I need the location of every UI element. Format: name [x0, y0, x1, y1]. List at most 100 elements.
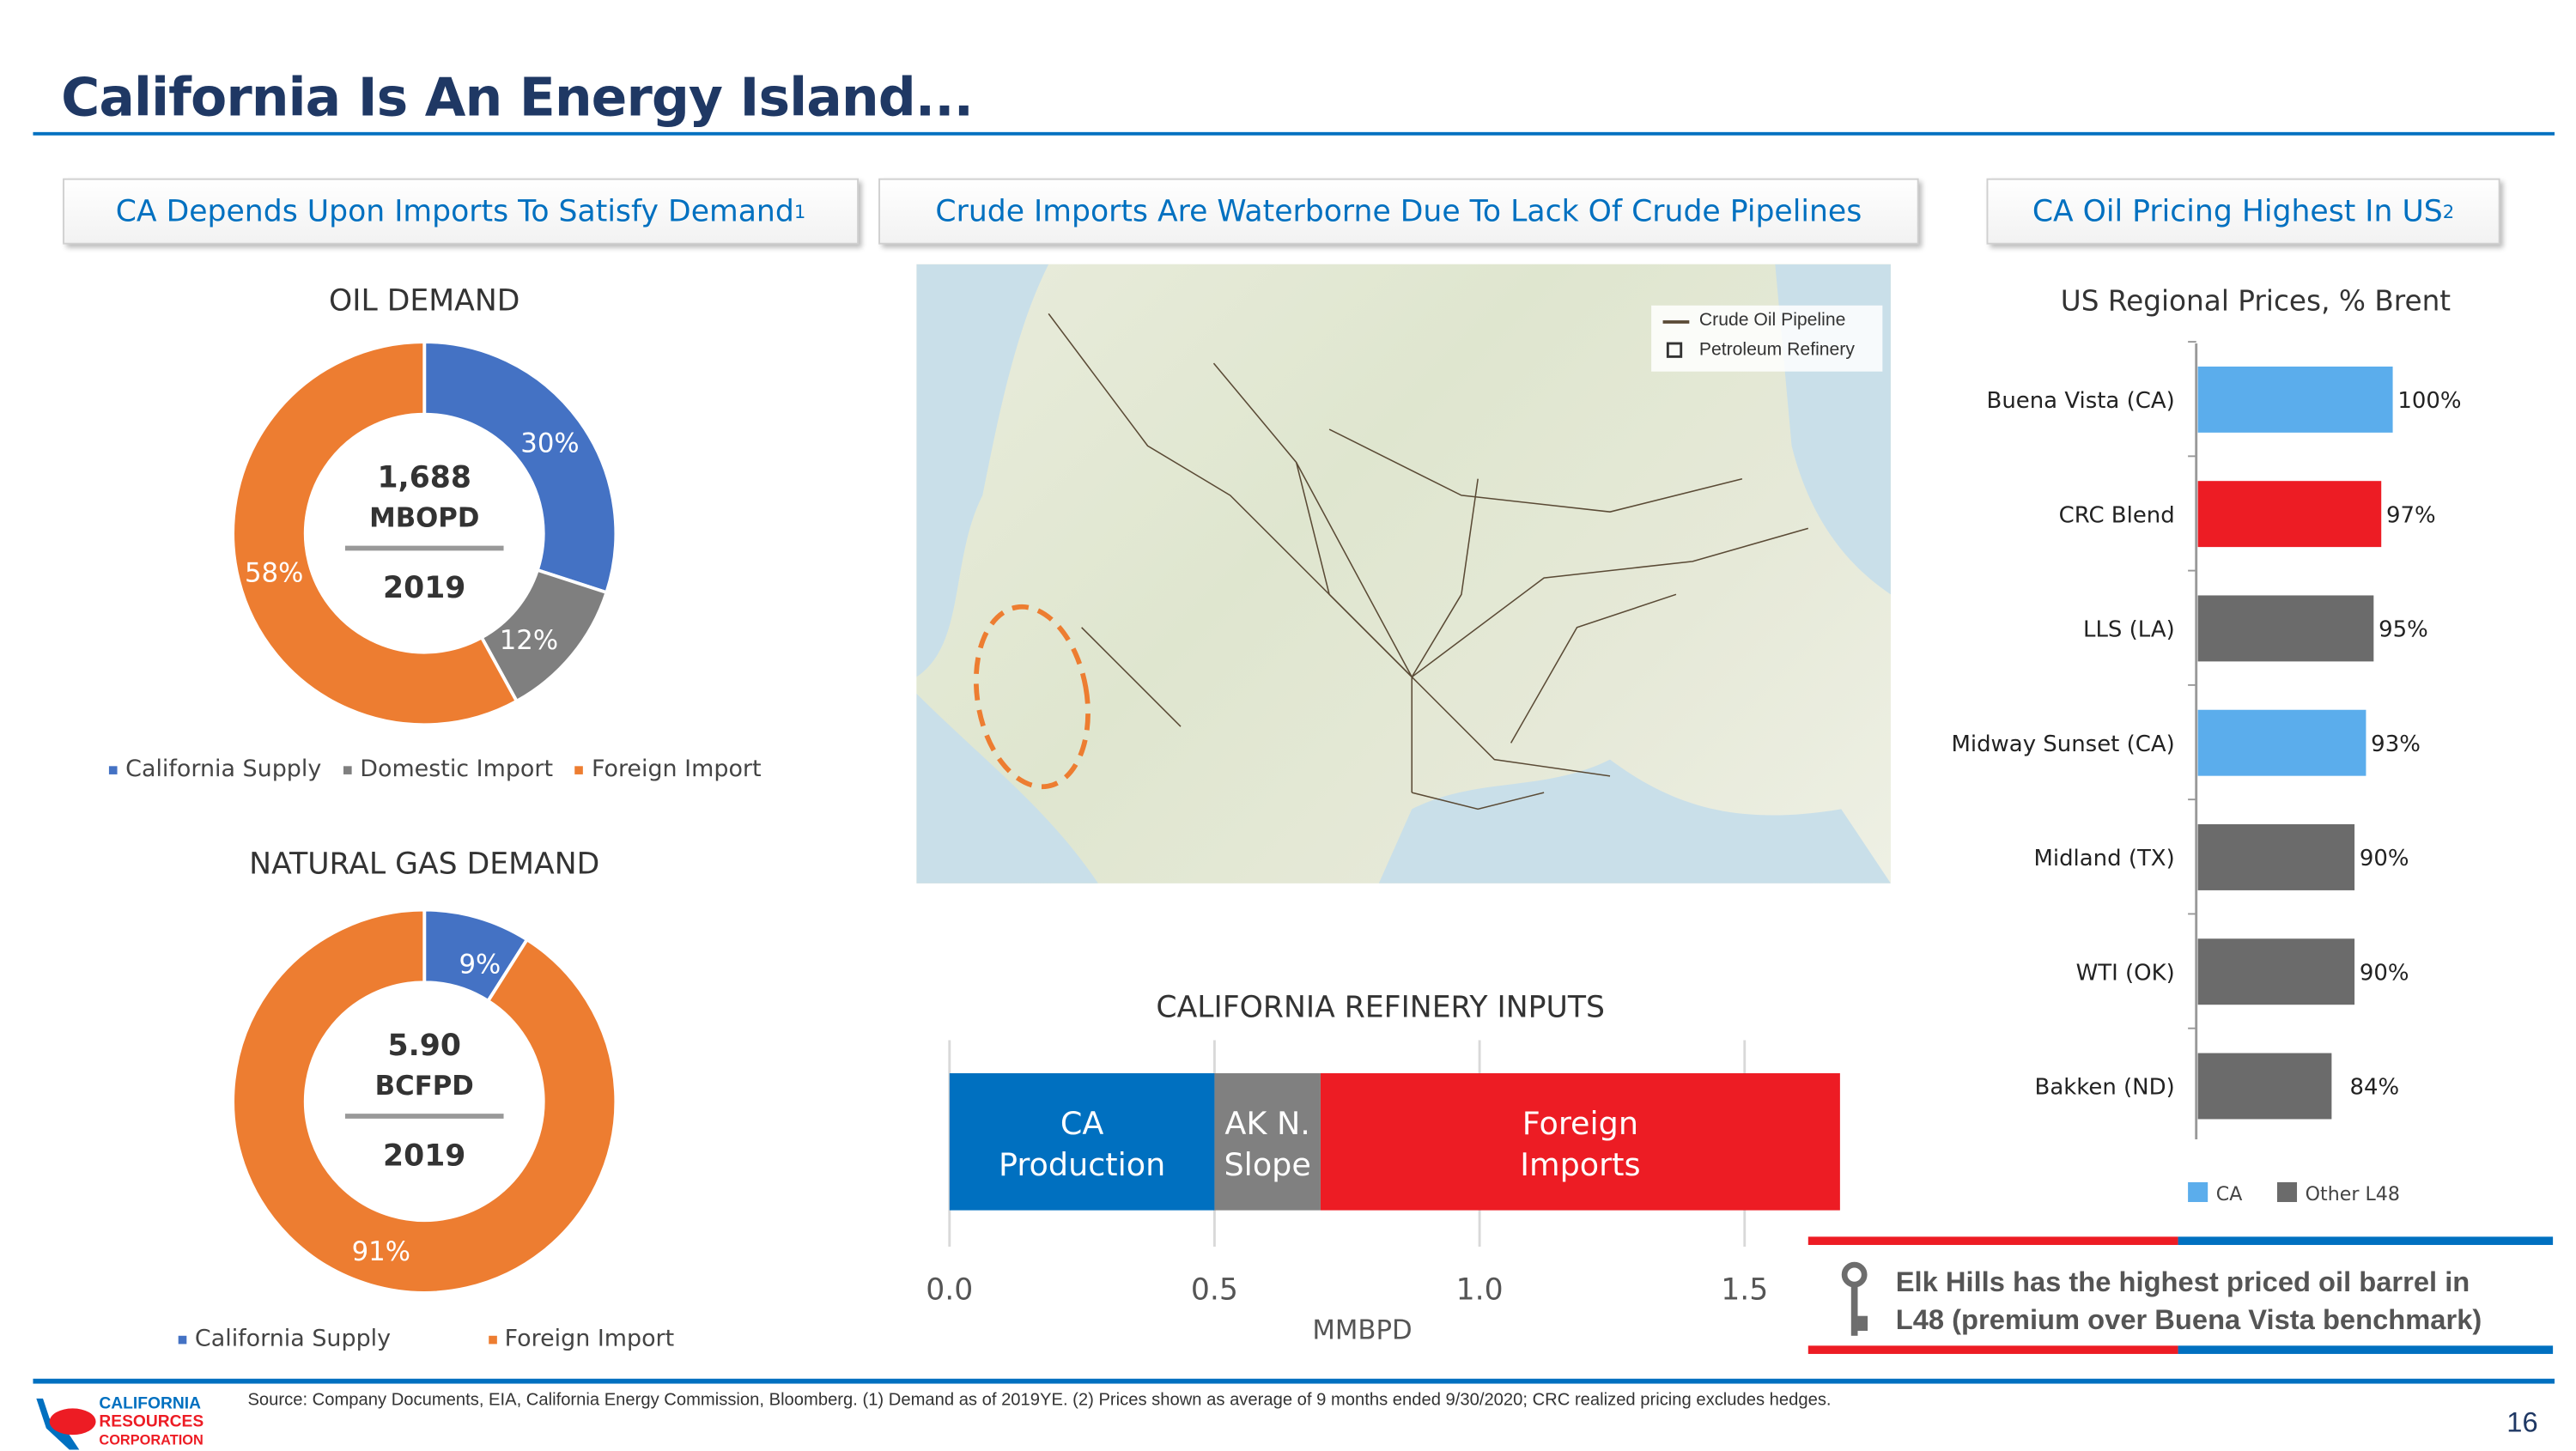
price-bar: [2197, 938, 2355, 1005]
legend-label-other: Other L48: [2306, 1183, 2400, 1205]
category-label: Midway Sunset (CA): [1951, 732, 2174, 757]
slice-label: 12%: [500, 625, 558, 656]
legend-label: California Supply: [194, 1326, 392, 1353]
callout-line-2: L48 (premium over Buena Vista benchmark): [1895, 1304, 2482, 1336]
donut-center-value: 5.90: [388, 1029, 461, 1063]
value-label: 97%: [2386, 502, 2436, 528]
refinery-chart: 0.0 0.5 1.0 1.5 CA Production AK N. Slope Foreig…: [926, 1040, 1840, 1346]
bar-segment-foreign-imports: [1320, 1073, 1840, 1211]
price-bar: [2197, 366, 2393, 433]
oil-demand-legend: California Supply Domestic Import Foreig…: [108, 756, 762, 783]
category-label: Midland (TX): [2033, 846, 2174, 871]
header-waterborne: Crude Imports Are Waterborne Due To Lack…: [878, 178, 1919, 245]
category-label: Bakken (ND): [2035, 1075, 2175, 1101]
header-waterborne-text: Crude Imports Are Waterborne Due To Lack…: [935, 193, 1862, 229]
gas-demand-title: NATURAL GAS DEMAND: [249, 847, 600, 882]
callout-line-1: Elk Hills has the highest priced oil bar…: [1895, 1266, 2470, 1298]
value-label: 93%: [2371, 732, 2421, 757]
header-imports-text: CA Depends Upon Imports To Satisfy Deman…: [115, 193, 794, 229]
segment-label: CA: [1060, 1105, 1103, 1142]
price-bar: [2197, 595, 2374, 662]
value-label: 90%: [2360, 960, 2409, 986]
donut-center-value: 1,688: [377, 460, 471, 495]
category-label: LLS (LA): [2083, 617, 2175, 643]
legend-label: California Supply: [125, 756, 322, 783]
page-title: California Is An Energy Island...: [61, 65, 974, 130]
title-divider: [33, 131, 2555, 136]
legend-label: Foreign Import: [591, 756, 762, 783]
gulf-of-mexico: [1378, 759, 1891, 883]
segment-label: Foreign: [1522, 1105, 1638, 1142]
legend-california-supply: California Supply: [108, 756, 322, 783]
pacific-ocean: [916, 264, 1049, 677]
legend-label: Foreign Import: [504, 1326, 675, 1353]
callout-top-blue: [2178, 1236, 2554, 1246]
category-label: WTI (OK): [2076, 960, 2175, 986]
page-number: 16: [2506, 1406, 2538, 1439]
legend-foreign-import: Foreign Import: [574, 756, 762, 783]
bar-segment-ca-production: [949, 1073, 1215, 1211]
ocean-south: [916, 693, 1098, 883]
logo-line-3: CORPORATION: [99, 1431, 204, 1448]
logo-line-2: RESOURCES: [99, 1412, 204, 1431]
x-tick-label: 0.0: [926, 1272, 973, 1307]
price-bar: [2197, 481, 2382, 548]
legend-label-ca: CA: [2216, 1183, 2243, 1205]
footnote-1: 1: [793, 200, 806, 222]
donut-slice-foreign-import: [231, 340, 519, 727]
callout-text: Elk Hills has the highest priced oil bar…: [1896, 1263, 2482, 1339]
key-icon: [1841, 1261, 1868, 1336]
price-bar: [2197, 824, 2355, 890]
value-label: 90%: [2360, 846, 2409, 871]
slice-label: 91%: [352, 1236, 410, 1267]
segment-label: Production: [999, 1146, 1165, 1183]
donut-center-unit: BCFPD: [375, 1071, 474, 1102]
refinery-legend-icon: [1666, 342, 1683, 358]
logo-line-1: CALIFORNIA: [99, 1395, 201, 1414]
logo-bear-icon: [36, 1398, 96, 1450]
category-label: CRC Blend: [2059, 502, 2175, 528]
value-label: 84%: [2350, 1075, 2400, 1101]
map-legend-bg: [1651, 305, 1883, 372]
oil-demand-donut: 30% 12% 58% 1,688 MBOPD 2019: [231, 340, 618, 727]
segment-label: Slope: [1224, 1146, 1311, 1183]
legend-foreign-import: Foreign Import: [488, 1326, 674, 1352]
donut-slice-california-supply: [422, 340, 618, 595]
footnote-2: 2: [2442, 200, 2455, 222]
callout-top-red: [1807, 1236, 2178, 1246]
legend-swatch-other: [2276, 1181, 2298, 1203]
prices-title: US Regional Prices, % Brent: [2060, 285, 2451, 319]
gas-demand-legend: California Supply Foreign Import: [178, 1326, 675, 1353]
header-imports: CA Depends Upon Imports To Satisfy Deman…: [63, 178, 860, 245]
prices-chart: Buena Vista (CA) 100% CRC Blend 97% LLS (LA)…: [1951, 341, 2462, 1205]
map-graphic: [916, 264, 1891, 883]
donut-slice-foreign-import: [231, 908, 618, 1295]
slice-label: 30%: [520, 428, 579, 458]
refinery-title: CALIFORNIA REFINERY INPUTS: [1156, 990, 1605, 1026]
legend-domestic-import: Domestic Import: [343, 756, 553, 783]
callout-bottom-blue: [2178, 1345, 2554, 1354]
oil-demand-title: OIL DEMAND: [329, 283, 520, 319]
map-legend-refinery: Petroleum Refinery: [1698, 340, 1855, 361]
x-tick-label: 0.5: [1191, 1272, 1238, 1307]
segment-label: AK N.: [1224, 1105, 1309, 1142]
x-axis-label: MMBPD: [1312, 1315, 1412, 1346]
legend-swatch-ca: [2188, 1181, 2208, 1203]
pipelines: [1048, 313, 1809, 810]
x-tick-label: 1.5: [1721, 1272, 1768, 1307]
x-tick-label: 1.0: [1456, 1272, 1504, 1307]
donut-center-year: 2019: [383, 571, 465, 605]
slice-label: 9%: [459, 950, 501, 980]
segment-label: Imports: [1520, 1146, 1640, 1183]
category-label: Buena Vista (CA): [1987, 388, 2175, 414]
bar-segment-ak-n-slope: [1214, 1073, 1321, 1211]
callout-bottom-red: [1807, 1345, 2178, 1354]
company-logo: CALIFORNIA RESOURCES CORPORATION: [33, 1395, 217, 1451]
header-pricing-text: CA Oil Pricing Highest In US: [2032, 193, 2443, 229]
price-bar: [2197, 1053, 2332, 1120]
donut-center-year: 2019: [383, 1139, 465, 1174]
map-legend-pipeline: Crude Oil Pipeline: [1698, 310, 1846, 331]
pipeline-map: Crude Oil Pipeline Petroleum Refinery: [916, 264, 1891, 883]
value-label: 95%: [2379, 617, 2428, 643]
value-label: 100%: [2397, 388, 2461, 414]
